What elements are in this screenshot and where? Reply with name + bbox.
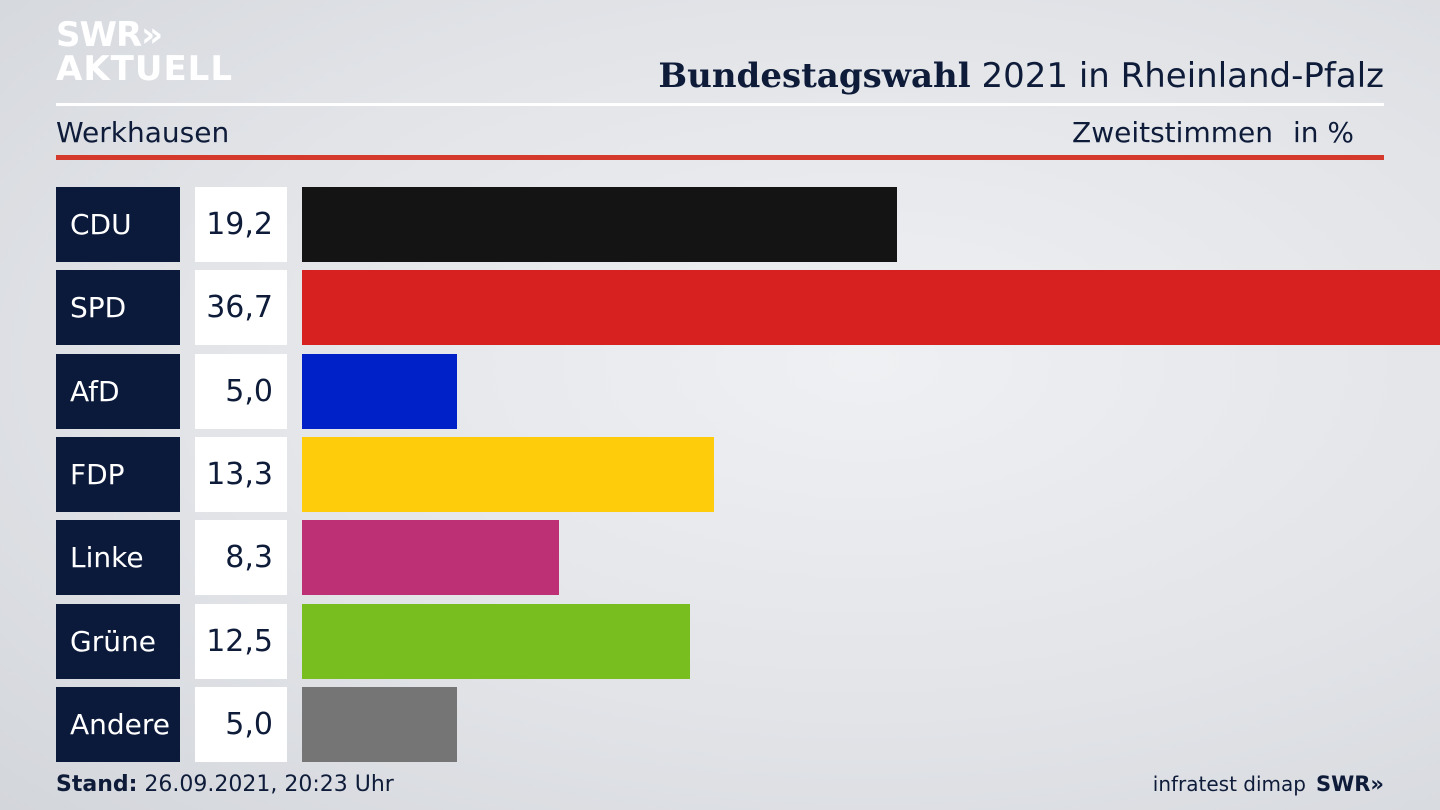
source-credit: infratest dimap SWR»	[1153, 772, 1384, 796]
metric-name: Zweitstimmen	[1072, 116, 1273, 149]
party-label: SPD	[56, 270, 180, 345]
bar	[302, 520, 559, 595]
title-bold: Bundestagswahl	[658, 56, 971, 96]
party-label: FDP	[56, 437, 180, 512]
logo-line-1: SWR»	[56, 15, 163, 55]
party-label: Grüne	[56, 604, 180, 679]
value-label: 19,2	[195, 187, 287, 262]
swr-brand: SWR»	[1315, 772, 1384, 796]
red-divider	[56, 155, 1384, 160]
value-label: 8,3	[195, 520, 287, 595]
value-label: 36,7	[195, 270, 287, 345]
party-label: Linke	[56, 520, 180, 595]
header-divider	[56, 103, 1384, 106]
bar	[302, 187, 897, 262]
party-label: AfD	[56, 354, 180, 429]
timestamp: Stand: 26.09.2021, 20:23 Uhr	[56, 772, 394, 797]
stand-label: Stand:	[56, 772, 138, 797]
metric-label: Zweitstimmen in %	[1072, 116, 1354, 149]
value-label: 13,3	[195, 437, 287, 512]
value-label: 5,0	[195, 354, 287, 429]
bar	[302, 604, 690, 679]
stand-value: 26.09.2021, 20:23 Uhr	[137, 772, 394, 797]
logo-line-2: AKTUELL	[56, 49, 234, 89]
title-rest: 2021 in Rheinland-Pfalz	[970, 56, 1384, 96]
bar	[302, 270, 1440, 345]
value-label: 12,5	[195, 604, 287, 679]
swr-aktuell-logo: SWR» AKTUELL	[56, 18, 233, 86]
bar	[302, 687, 457, 762]
source-label: infratest dimap	[1152, 772, 1306, 796]
chart-title: Bundestagswahl 2021 in Rheinland-Pfalz	[658, 56, 1384, 96]
unit-label: in %	[1292, 116, 1354, 149]
value-label: 5,0	[195, 687, 287, 762]
party-label: Andere	[56, 687, 180, 762]
region-name: Werkhausen	[56, 116, 230, 149]
bar	[302, 437, 714, 512]
bar	[302, 354, 457, 429]
party-label: CDU	[56, 187, 180, 262]
